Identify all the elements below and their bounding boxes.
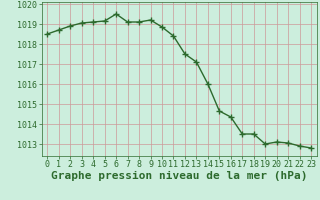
X-axis label: Graphe pression niveau de la mer (hPa): Graphe pression niveau de la mer (hPa) bbox=[51, 171, 308, 181]
